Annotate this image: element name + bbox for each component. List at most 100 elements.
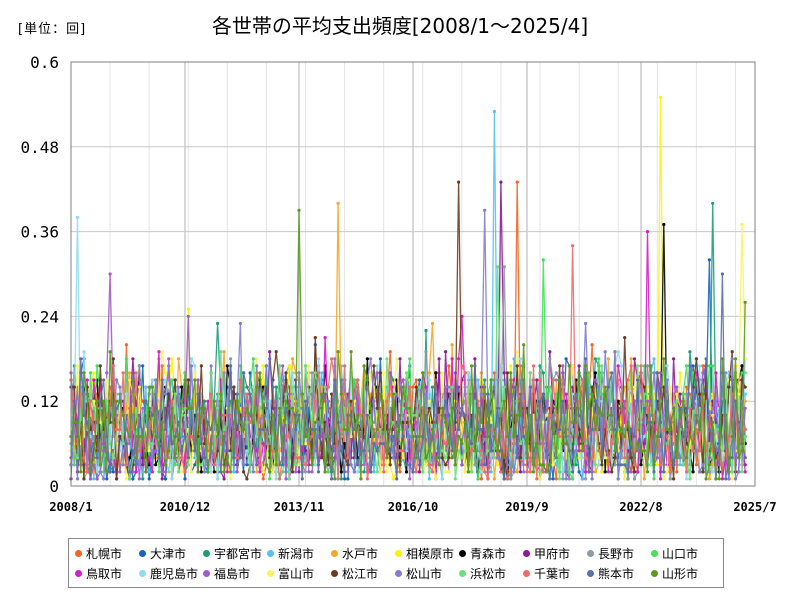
data-point xyxy=(597,357,601,361)
data-point xyxy=(339,427,343,432)
data-point xyxy=(411,434,415,439)
data-point xyxy=(600,470,604,474)
data-point xyxy=(518,357,523,361)
data-point xyxy=(173,463,177,467)
data-point xyxy=(577,427,581,432)
data-point xyxy=(209,364,213,368)
data-point xyxy=(613,449,617,453)
data-point xyxy=(642,406,646,410)
data-point xyxy=(665,378,669,382)
data-point xyxy=(404,427,409,432)
data-point xyxy=(131,378,135,382)
data-point xyxy=(473,463,477,467)
data-point xyxy=(375,449,379,453)
data-point xyxy=(600,364,604,368)
data-point xyxy=(691,442,695,446)
data-point xyxy=(232,420,236,424)
data-point xyxy=(694,449,699,453)
data-point xyxy=(496,449,500,453)
data-point xyxy=(603,470,607,474)
data-point xyxy=(255,463,259,467)
data-point xyxy=(111,470,115,474)
legend-item: 熊本市 xyxy=(587,563,651,583)
data-point xyxy=(616,420,620,424)
data-point xyxy=(538,378,542,382)
data-point xyxy=(698,427,702,432)
data-point xyxy=(323,434,327,439)
data-point xyxy=(577,364,581,368)
legend-label: 鳥取市 xyxy=(86,566,123,581)
data-point xyxy=(743,385,747,389)
data-point xyxy=(232,470,236,474)
data-point xyxy=(85,392,89,396)
data-point xyxy=(160,470,164,474)
data-point xyxy=(434,456,438,460)
data-point xyxy=(206,470,210,474)
data-point xyxy=(75,364,80,368)
data-point xyxy=(672,477,676,481)
data-point xyxy=(385,357,389,361)
data-point xyxy=(590,385,594,389)
data-point xyxy=(512,385,516,389)
data-point xyxy=(147,477,151,481)
data-point xyxy=(698,449,702,453)
data-point xyxy=(577,371,581,375)
data-point xyxy=(740,364,744,368)
data-point xyxy=(483,385,487,389)
data-point xyxy=(483,378,487,382)
data-point xyxy=(264,463,268,467)
data-point xyxy=(115,399,119,403)
data-point xyxy=(636,442,640,446)
data-point xyxy=(457,434,461,439)
data-point xyxy=(300,392,304,396)
data-point xyxy=(88,371,93,375)
data-point xyxy=(701,371,705,375)
legend-item: 富山市 xyxy=(267,563,331,583)
data-point xyxy=(287,406,291,410)
data-point xyxy=(290,371,295,375)
data-point xyxy=(623,399,627,403)
data-point xyxy=(268,477,272,481)
data-point xyxy=(284,470,288,474)
data-point xyxy=(535,442,539,446)
legend-item: 松江市 xyxy=(331,563,395,583)
data-point xyxy=(515,180,519,184)
data-point xyxy=(180,449,184,453)
data-point xyxy=(274,463,278,467)
data-point xyxy=(118,434,122,439)
data-point xyxy=(457,449,461,453)
data-point xyxy=(541,463,545,467)
data-point xyxy=(509,470,513,474)
data-point xyxy=(463,371,467,375)
data-point xyxy=(616,399,620,403)
data-point xyxy=(398,399,402,403)
data-point xyxy=(105,399,109,403)
legend-label: 相模原市 xyxy=(406,546,455,561)
data-point xyxy=(216,477,220,481)
data-point xyxy=(724,378,728,382)
legend-label: 松江市 xyxy=(342,566,379,581)
data-point xyxy=(196,392,200,396)
data-point xyxy=(499,449,503,453)
data-point xyxy=(398,463,402,467)
data-point xyxy=(245,463,249,467)
data-point xyxy=(421,434,425,439)
data-point xyxy=(711,364,715,368)
data-point xyxy=(743,456,747,460)
data-point xyxy=(264,364,268,368)
data-point xyxy=(323,470,327,474)
data-point xyxy=(294,420,298,424)
data-point xyxy=(649,364,653,368)
data-point xyxy=(391,392,396,396)
data-point xyxy=(427,463,431,467)
data-point xyxy=(290,470,295,474)
data-point xyxy=(479,477,483,481)
data-point xyxy=(522,343,526,347)
data-point xyxy=(160,477,164,481)
data-point xyxy=(548,463,552,467)
data-point xyxy=(359,477,363,481)
data-point xyxy=(688,406,692,410)
data-point xyxy=(417,463,422,467)
data-point xyxy=(388,427,392,432)
data-point xyxy=(245,449,249,453)
